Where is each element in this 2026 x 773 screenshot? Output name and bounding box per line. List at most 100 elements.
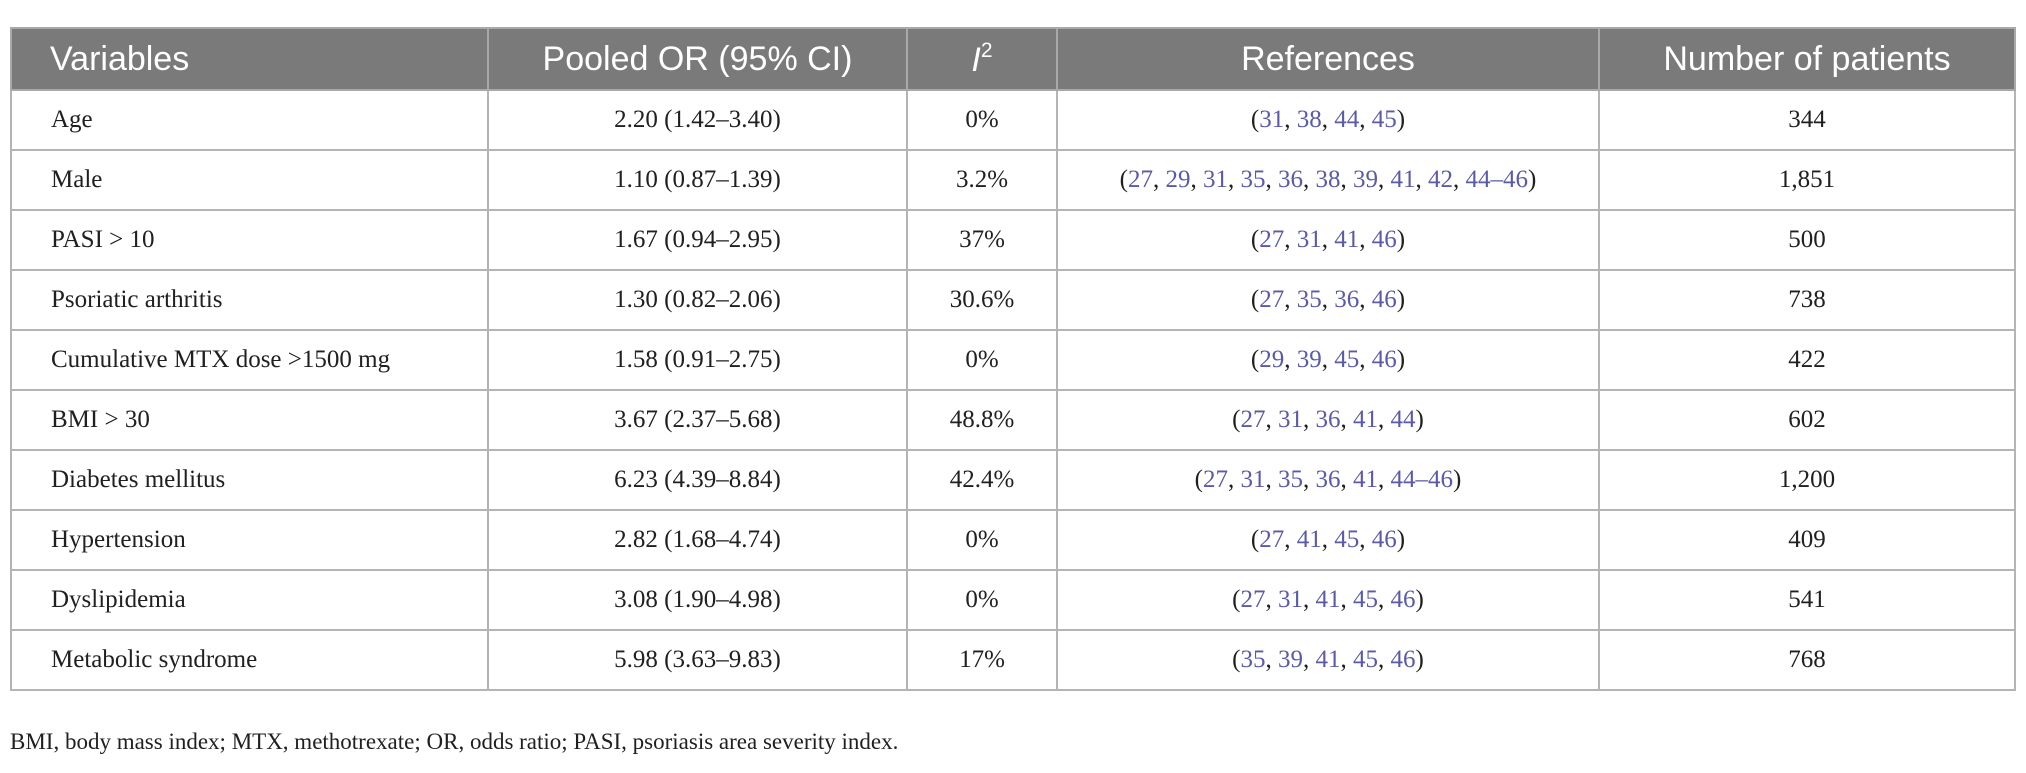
references-cell: (29, 39, 45, 46) [1056, 329, 1600, 391]
reference-link[interactable]: 42 [1428, 166, 1453, 193]
reference-link[interactable]: 27 [1259, 226, 1285, 253]
header-pooled-or: Pooled OR (95% CI) [487, 27, 908, 91]
reference-link[interactable]: 46 [1371, 226, 1397, 253]
pooled-or-cell: 5.98 (3.63–9.83) [487, 629, 908, 691]
variable-cell: Male [10, 149, 489, 211]
header-references: References [1056, 27, 1600, 91]
reference-link[interactable]: 45 [1353, 646, 1378, 673]
reference-link[interactable]: 35 [1240, 646, 1266, 673]
reference-link[interactable]: 46 [1390, 646, 1416, 673]
number-of-patients-cell: 1,200 [1598, 449, 2016, 511]
reference-link[interactable]: 36 [1315, 466, 1341, 493]
references-cell: (27, 35, 36, 46) [1056, 269, 1600, 331]
variable-cell: Hypertension [10, 509, 489, 571]
i-squared-cell: 30.6% [906, 269, 1058, 331]
reference-link[interactable]: 31 [1278, 406, 1303, 433]
reference-link[interactable]: 44 [1334, 106, 1360, 133]
reference-link[interactable]: 35 [1278, 466, 1303, 493]
pooled-or-cell: 1.10 (0.87–1.39) [487, 149, 908, 211]
reference-link[interactable]: 39 [1296, 346, 1322, 373]
header-variables: Variables [10, 27, 489, 91]
table-row: Metabolic syndrome 5.98 (3.63–9.83) 17% (35… [10, 629, 2016, 691]
reference-link[interactable]: 44 [1390, 406, 1416, 433]
reference-link[interactable]: 41 [1390, 166, 1416, 193]
number-of-patients-cell: 409 [1598, 509, 2016, 571]
table-row: Diabetes mellitus 6.23 (4.39–8.84) 42.4% (2… [10, 449, 2016, 511]
reference-link[interactable]: 27 [1259, 526, 1285, 553]
reference-link[interactable]: 36 [1278, 166, 1303, 193]
reference-link[interactable]: 45 [1353, 586, 1378, 613]
reference-link[interactable]: 46 [1371, 286, 1397, 313]
reference-link[interactable]: 31 [1203, 166, 1228, 193]
number-of-patients-cell: 500 [1598, 209, 2016, 271]
reference-link[interactable]: 35 [1296, 286, 1322, 313]
reference-link[interactable]: 38 [1315, 166, 1341, 193]
reference-link[interactable]: 27 [1203, 466, 1228, 493]
reference-link[interactable]: 44–46 [1390, 466, 1454, 493]
reference-link[interactable]: 46 [1371, 526, 1397, 553]
pooled-odds-ratio-table: Variables Pooled OR (95% CI) I2 Referenc… [10, 27, 2016, 691]
table-row: Hypertension 2.82 (1.68–4.74) 0% (27, 41, 4… [10, 509, 2016, 571]
reference-link[interactable]: 38 [1296, 106, 1322, 133]
reference-link[interactable]: 46 [1390, 586, 1416, 613]
reference-link[interactable]: 27 [1240, 586, 1266, 613]
reference-link[interactable]: 45 [1371, 106, 1397, 133]
table-body: Age 2.20 (1.42–3.40) 0% (31, 38, 44, 45) 344… [10, 89, 2016, 691]
reference-link[interactable]: 27 [1240, 406, 1266, 433]
reference-link[interactable]: 41 [1334, 226, 1360, 253]
reference-link[interactable]: 45 [1334, 346, 1360, 373]
table-row: Cumulative MTX dose >1500 mg 1.58 (0.91–2… [10, 329, 2016, 391]
reference-link[interactable]: 31 [1278, 586, 1303, 613]
variable-cell: Psoriatic arthritis [10, 269, 489, 331]
pooled-or-cell: 3.67 (2.37–5.68) [487, 389, 908, 451]
reference-link[interactable]: 35 [1240, 166, 1266, 193]
reference-link[interactable]: 31 [1259, 106, 1285, 133]
reference-link[interactable]: 41 [1315, 586, 1341, 613]
reference-link[interactable]: 41 [1315, 646, 1341, 673]
variable-cell: Dyslipidemia [10, 569, 489, 631]
header-number-of-patients: Number of patients [1598, 27, 2016, 91]
reference-link[interactable]: 41 [1353, 406, 1378, 433]
results-table-container: Variables Pooled OR (95% CI) I2 Referenc… [10, 27, 2016, 691]
reference-link[interactable]: 36 [1334, 286, 1360, 313]
i-squared-cell: 48.8% [906, 389, 1058, 451]
number-of-patients-cell: 738 [1598, 269, 2016, 331]
pooled-or-cell: 2.20 (1.42–3.40) [487, 89, 908, 151]
number-of-patients-cell: 344 [1598, 89, 2016, 151]
variable-cell: PASI > 10 [10, 209, 489, 271]
variable-cell: Metabolic syndrome [10, 629, 489, 691]
reference-link[interactable]: 31 [1296, 226, 1322, 253]
variable-cell: Age [10, 89, 489, 151]
reference-link[interactable]: 36 [1315, 406, 1341, 433]
reference-link[interactable]: 31 [1240, 466, 1266, 493]
reference-link[interactable]: 29 [1259, 346, 1285, 373]
reference-link[interactable]: 44–46 [1465, 166, 1529, 193]
i-squared-cell: 3.2% [906, 149, 1058, 211]
pooled-or-cell: 6.23 (4.39–8.84) [487, 449, 908, 511]
reference-link[interactable]: 29 [1165, 166, 1191, 193]
reference-link[interactable]: 41 [1296, 526, 1322, 553]
variable-cell: BMI > 30 [10, 389, 489, 451]
table-footnote: BMI, body mass index; MTX, methotrexate;… [10, 729, 899, 754]
i-squared-cell: 42.4% [906, 449, 1058, 511]
references-cell: (27, 31, 41, 46) [1056, 209, 1600, 271]
reference-link[interactable]: 27 [1128, 166, 1153, 193]
reference-link[interactable]: 45 [1334, 526, 1360, 553]
number-of-patients-cell: 422 [1598, 329, 2016, 391]
variable-cell: Cumulative MTX dose >1500 mg [10, 329, 489, 391]
number-of-patients-cell: 602 [1598, 389, 2016, 451]
number-of-patients-cell: 1,851 [1598, 149, 2016, 211]
references-cell: (27, 31, 41, 45, 46) [1056, 569, 1600, 631]
reference-link[interactable]: 39 [1353, 166, 1378, 193]
i-squared-cell: 17% [906, 629, 1058, 691]
reference-link[interactable]: 41 [1353, 466, 1378, 493]
reference-link[interactable]: 39 [1278, 646, 1303, 673]
reference-link[interactable]: 46 [1371, 346, 1397, 373]
pooled-or-cell: 1.30 (0.82–2.06) [487, 269, 908, 331]
i-squared-cell: 0% [906, 89, 1058, 151]
reference-link[interactable]: 27 [1259, 286, 1285, 313]
pooled-or-cell: 2.82 (1.68–4.74) [487, 509, 908, 571]
i-squared-cell: 0% [906, 569, 1058, 631]
header-i-squared: I2 [906, 27, 1058, 91]
pooled-or-cell: 1.67 (0.94–2.95) [487, 209, 908, 271]
